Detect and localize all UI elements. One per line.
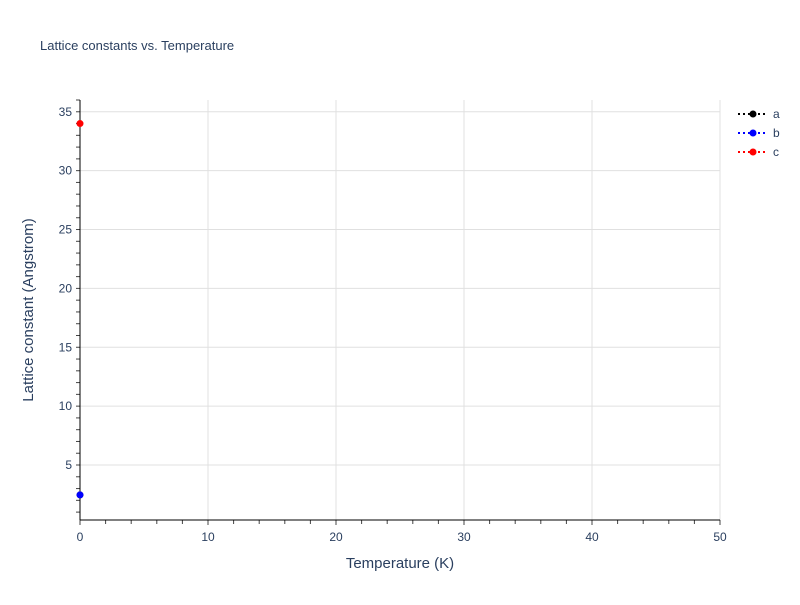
legend-item-a[interactable]: a	[738, 107, 780, 121]
chart-title: Lattice constants vs. Temperature	[40, 38, 234, 53]
x-tick-label: 20	[329, 530, 343, 544]
legend-marker	[749, 129, 757, 137]
x-tick-label: 40	[585, 530, 599, 544]
y-tick-label: 30	[59, 164, 73, 178]
y-tick-label: 20	[59, 281, 73, 295]
x-tick-label: 30	[457, 530, 471, 544]
legend-marker	[749, 110, 757, 118]
data-point-b	[76, 491, 84, 499]
axes: 0 10 20 30 40 50 5 10 15 20 25 30 35	[59, 99, 727, 544]
legend-item-c[interactable]: c	[738, 145, 779, 159]
y-tick-label: 15	[59, 340, 73, 354]
y-tick-label: 25	[59, 223, 73, 237]
grid	[80, 100, 721, 520]
y-tick-label: 35	[59, 105, 73, 119]
legend-marker	[749, 148, 757, 156]
y-tick-label: 10	[59, 399, 73, 413]
legend-label: a	[773, 107, 780, 121]
y-tick-label: 5	[65, 458, 72, 472]
legend-label: b	[773, 126, 780, 140]
legend-label: c	[773, 145, 779, 159]
x-tick-label: 10	[201, 530, 215, 544]
data-point-c	[76, 120, 84, 128]
x-tick-label: 50	[713, 530, 727, 544]
legend-item-b[interactable]: b	[738, 126, 780, 140]
x-tick-label: 0	[77, 530, 84, 544]
data-marks	[76, 120, 84, 499]
legend[interactable]: abc	[738, 107, 780, 159]
y-axis-label: Lattice constant (Angstrom)	[20, 218, 37, 401]
x-axis-label: Temperature (K)	[346, 555, 454, 572]
